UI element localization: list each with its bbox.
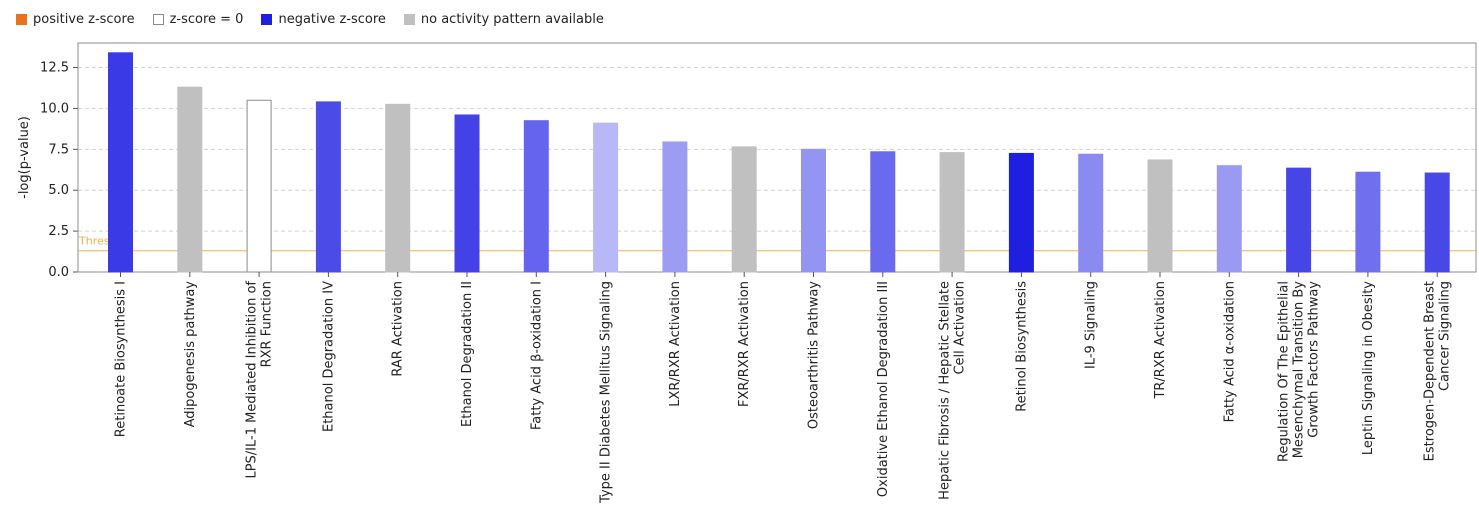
x-tick-label: RAR Activation [391,281,406,377]
legend-label: negative z-score [278,11,386,27]
legend-item: positive z-score [16,12,135,27]
plot-frame [77,42,1477,273]
bar [177,86,203,273]
bar [108,52,133,273]
bar [662,141,688,273]
x-tick-label: Growth Factors Pathway [1307,281,1322,438]
bar [1216,165,1242,273]
x-tick-label: Retinol Biosynthesis [1014,281,1029,412]
y-tick-label: 0.0 [48,265,69,280]
bar [523,120,549,273]
x-tick-label: Type II Diabetes Mellitus Signaling [599,281,614,504]
y-tick-label: 2.5 [48,224,69,239]
legend-item: negative z-score [261,11,386,27]
bar [454,114,480,273]
legend: positive z-score z-score = 0 negative z-sc… [16,10,622,28]
legend-label: z-score = 0 [169,11,244,27]
bar [1286,167,1312,273]
bar [593,122,619,273]
bar [1078,153,1104,273]
legend-swatch [16,13,27,25]
legend-label: no activity pattern available [420,11,604,27]
y-tick-label: 7.5 [48,142,69,157]
bar [385,103,411,273]
bar [801,148,826,273]
legend-item: z-score = 0 [152,11,244,27]
x-tick-label: Fatty Acid α-oxidation [1222,281,1237,422]
x-tick-label: Estrogen-Dependent Breast [1423,281,1438,461]
bar [870,151,896,273]
legend-item: no activity pattern available [403,11,604,27]
bar [1355,171,1381,273]
x-tick-label: Adipogenesis pathway [183,281,198,428]
x-tick-label: FXR/RXR Activation [737,281,752,407]
x-tick-label: Osteoarthritis Pathway [807,281,822,429]
bar [1147,159,1173,273]
bar [315,101,341,273]
x-tick-label: Oxidative Ethanol Degradation III [876,281,891,497]
x-tick-label: Hepatic Fibrosis / Hepatic Stellate [938,281,953,500]
x-tick-label: Cell Activation [953,281,968,375]
x-tick-label: Retinoate Biosynthesis I [114,281,129,437]
legend-swatch [261,13,273,25]
x-tick-label: TR/RXR Activation [1153,281,1168,400]
bar [1424,172,1450,273]
bar [246,99,272,273]
x-tick-label: Leptin Signaling in Obesity [1361,281,1376,455]
x-tick-label: Mesenchymal Transition By [1292,281,1307,459]
legend-swatch [152,13,164,25]
bar [939,152,965,273]
bar [731,146,757,273]
x-tick-label: LXR/RXR Activation [668,281,683,407]
x-tick-label: RXR Function [260,281,275,367]
x-tick-label: IL-9 Signaling [1084,281,1099,369]
legend-label: positive z-score [33,11,135,27]
x-tick-label: Ethanol Degradation IV [321,281,336,432]
y-tick-label: 5.0 [48,183,69,198]
x-tick-label: Regulation Of The Epithelial [1277,281,1292,462]
x-tick-label: Fatty Acid β-oxidation I [529,281,544,430]
y-axis-label: -log(p-value) [17,116,32,199]
y-tick-label: 10.0 [40,101,69,116]
x-tick-label: LPS/IL-1 Mediated Inhibition of [245,281,260,479]
x-tick-label: Ethanol Degradation II [460,281,475,427]
legend-swatch [403,13,415,25]
y-tick-label: 12.5 [40,61,69,76]
bar [1008,152,1034,273]
x-tick-label: Cancer Signaling [1438,281,1453,391]
